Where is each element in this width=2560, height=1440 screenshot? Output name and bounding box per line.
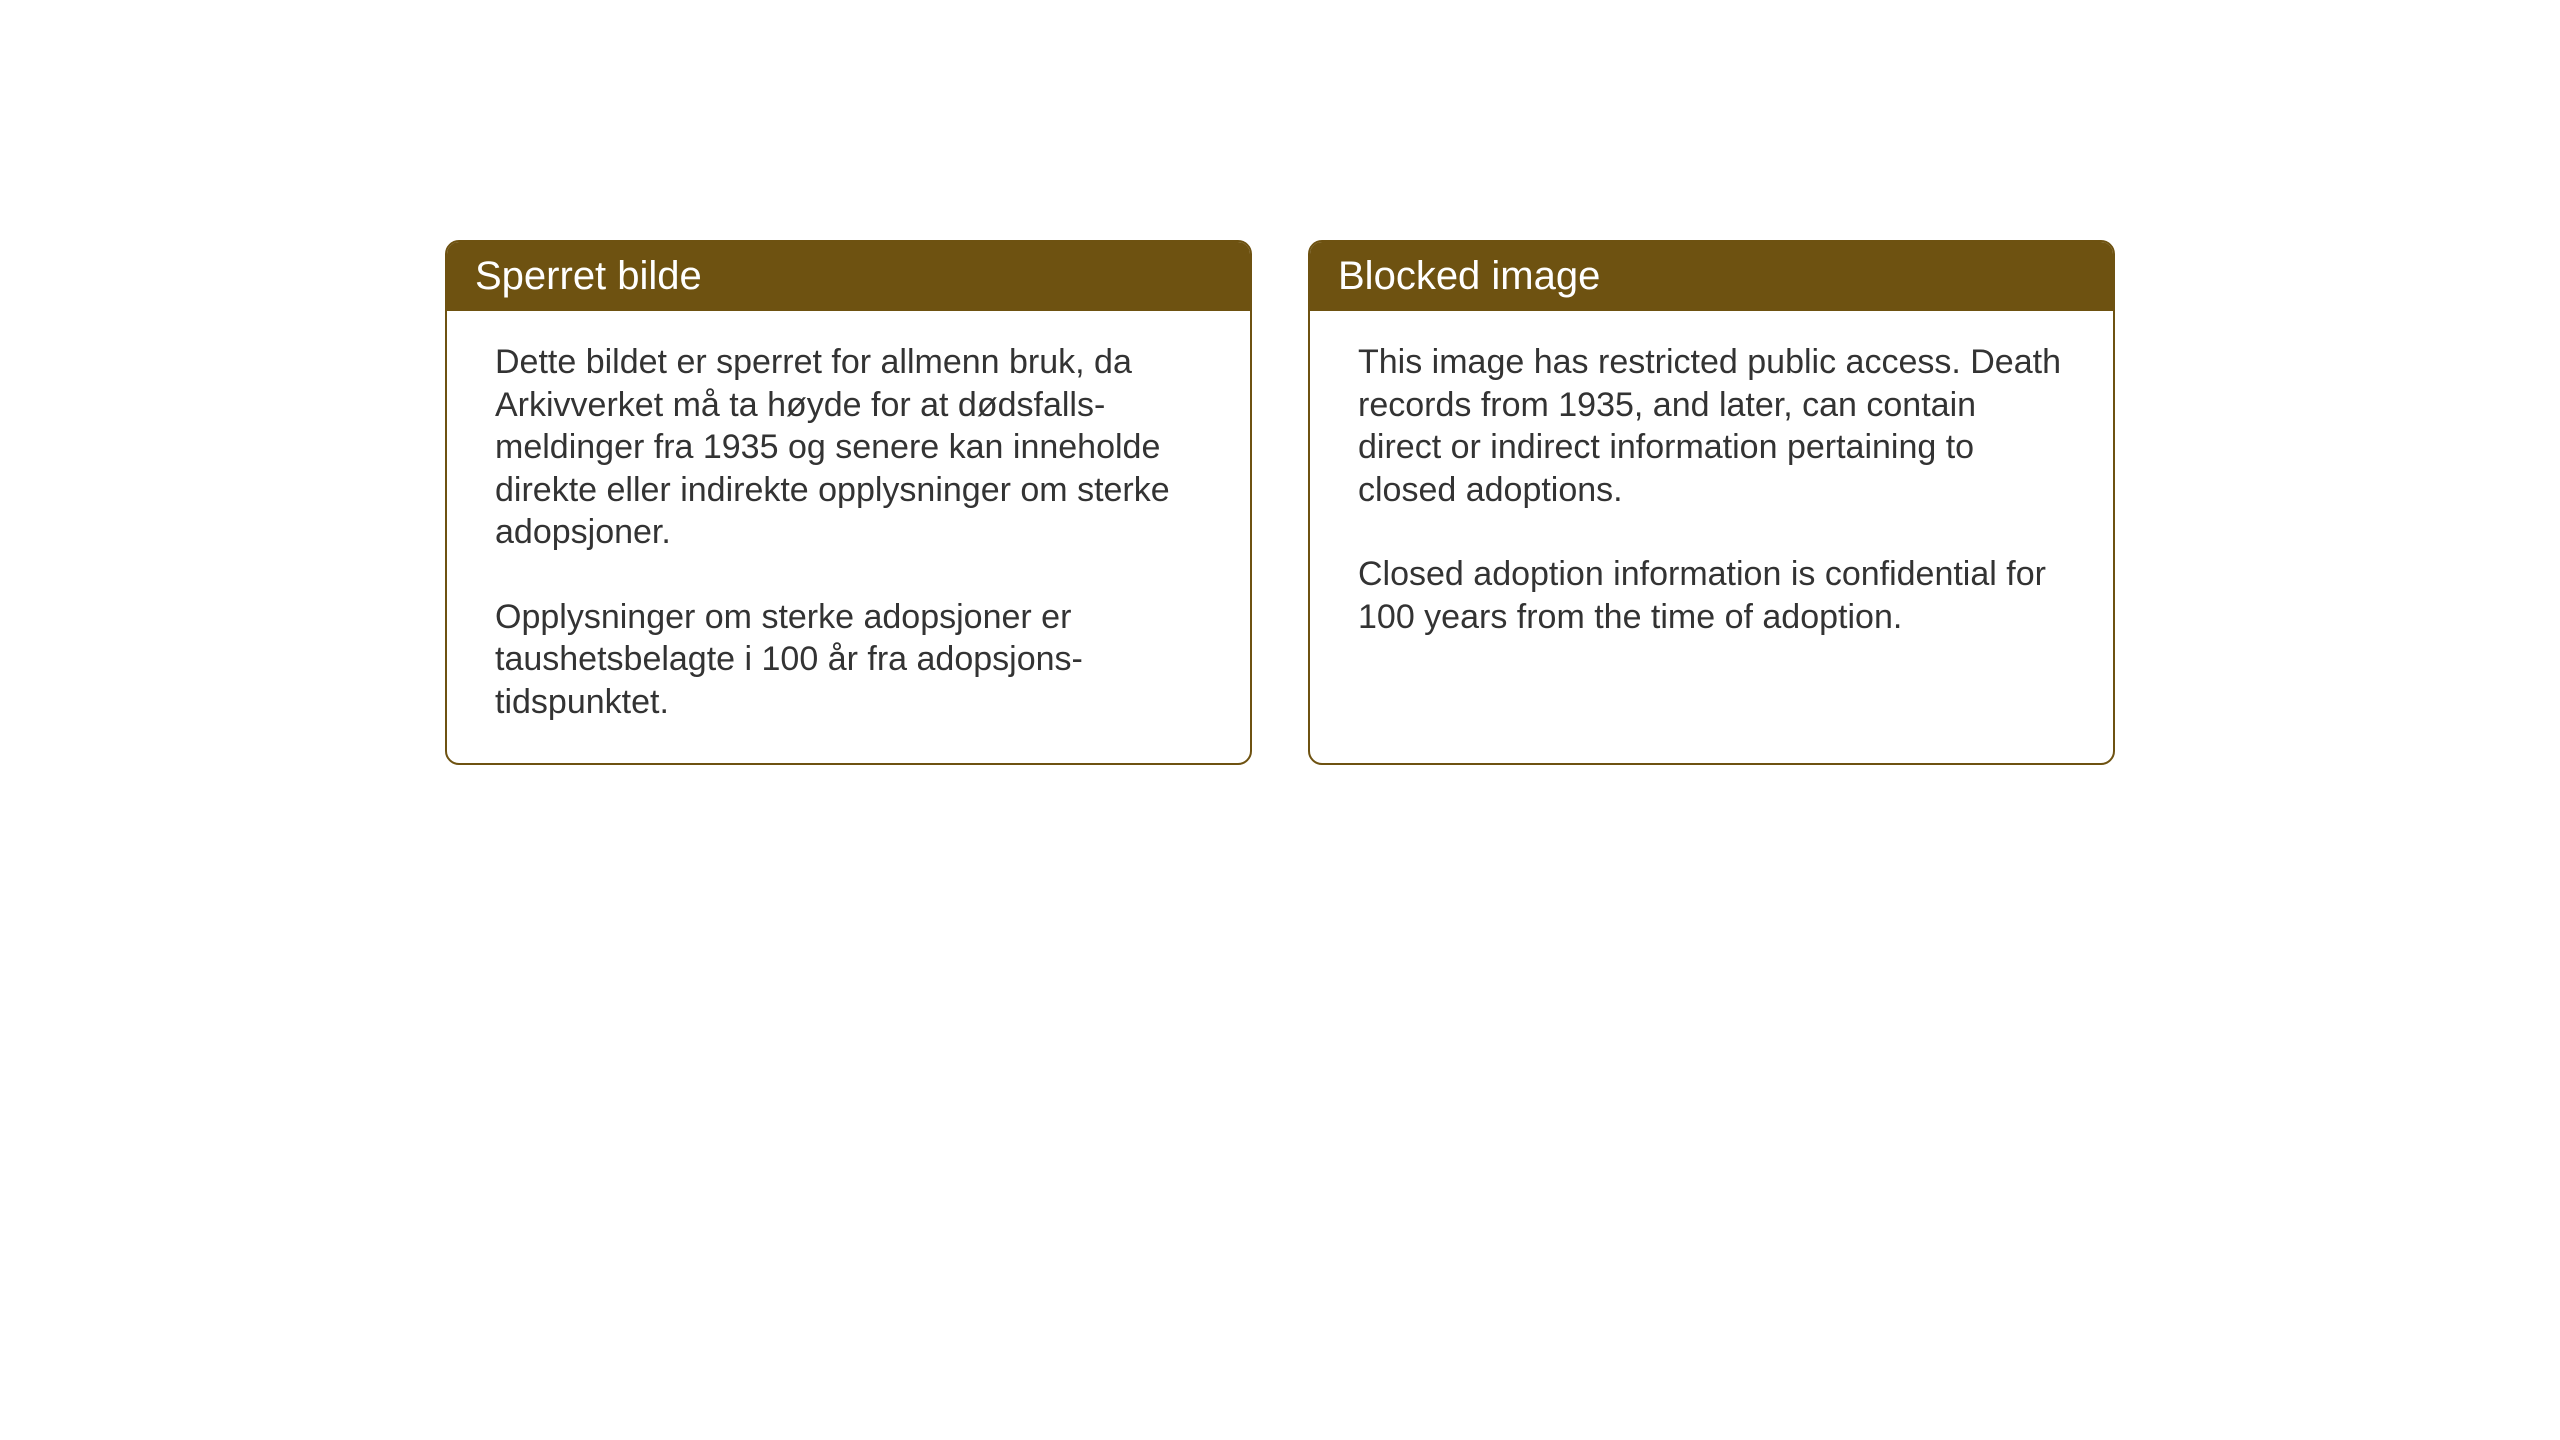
card-paragraph-1-norwegian: Dette bildet er sperret for allmenn bruk…: [495, 341, 1202, 554]
blocked-image-card-english: Blocked image This image has restricted …: [1308, 240, 2115, 765]
blocked-image-card-norwegian: Sperret bilde Dette bildet er sperret fo…: [445, 240, 1252, 765]
card-header-norwegian: Sperret bilde: [447, 242, 1250, 311]
card-paragraph-2-norwegian: Opplysninger om sterke adopsjoner er tau…: [495, 596, 1202, 724]
card-header-english: Blocked image: [1310, 242, 2113, 311]
card-body-english: This image has restricted public access.…: [1310, 311, 2113, 678]
card-title-english: Blocked image: [1338, 254, 1600, 298]
card-paragraph-1-english: This image has restricted public access.…: [1358, 341, 2065, 511]
card-title-norwegian: Sperret bilde: [475, 254, 702, 298]
card-body-norwegian: Dette bildet er sperret for allmenn bruk…: [447, 311, 1250, 763]
info-cards-container: Sperret bilde Dette bildet er sperret fo…: [445, 240, 2115, 765]
card-paragraph-2-english: Closed adoption information is confident…: [1358, 553, 2065, 638]
